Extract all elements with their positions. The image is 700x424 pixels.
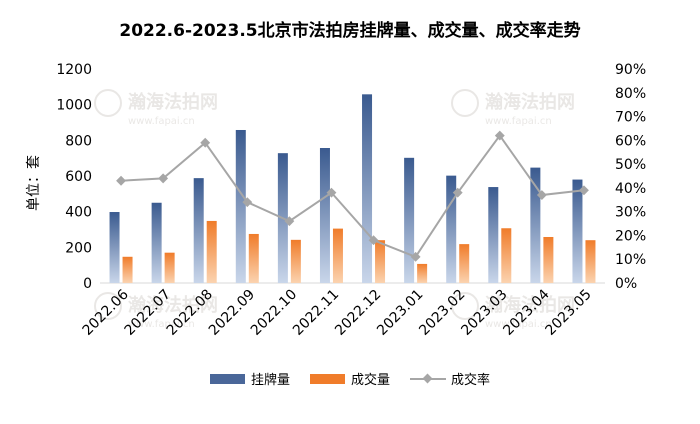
y2-tick-label: 10% — [615, 252, 646, 268]
watermark-top-left: 瀚海法拍网 www.fapai.cn — [94, 89, 218, 127]
watermark-brand: 瀚海法拍网 — [128, 294, 218, 316]
y-tick-label: 200 — [65, 240, 92, 256]
bar-listing — [488, 187, 499, 283]
y2-tick-label: 80% — [615, 86, 646, 102]
y2-tick-label: 30% — [615, 205, 646, 221]
bar-deals — [206, 220, 217, 283]
watermark-url: www.fapai.cn — [485, 116, 552, 127]
legend-swatch-listing — [210, 374, 245, 384]
y-tick-label: 1200 — [56, 62, 92, 78]
bar-listing — [235, 129, 246, 283]
chart-title: 2022.6-2023.5北京市法拍房挂牌量、成交量、成交率走势 — [119, 20, 580, 41]
bar-deals — [122, 256, 133, 283]
y2-tick-label: 20% — [615, 228, 646, 244]
legend-item-deals[interactable]: 成交量 — [310, 372, 390, 388]
rate-point — [410, 251, 421, 262]
watermark-top-right: 瀚海法拍网 www.fapai.cn — [451, 89, 575, 127]
watermark-seal-icon — [94, 292, 122, 320]
y-tick-label: 400 — [65, 205, 92, 221]
rate-point — [284, 216, 295, 227]
y2-tick-label: 0% — [615, 276, 637, 292]
bar-deals — [417, 263, 428, 283]
y2-tick-label: 60% — [615, 133, 646, 149]
bar-deals — [501, 228, 512, 283]
rate-point — [158, 173, 169, 184]
watermark-url: www.fapai.cn — [128, 116, 195, 127]
watermark-seal-icon — [451, 89, 479, 117]
legend-swatch-rate-marker — [422, 373, 433, 384]
bar-listing — [151, 202, 162, 283]
bar-deals — [332, 228, 343, 283]
bar-listing — [446, 175, 457, 283]
bar-listing — [362, 94, 373, 283]
bar-deals — [375, 240, 386, 283]
y2-tick-label: 90% — [615, 62, 646, 78]
y-tick-label: 600 — [65, 169, 92, 185]
bar-listing — [109, 212, 120, 283]
rate-point — [200, 137, 211, 148]
line-marks — [116, 130, 589, 262]
watermark-url: www.fapai.cn — [128, 319, 195, 330]
y-axis-right: 0% 10% 20% 30% 40% 50% 60% 70% 80% 90% — [615, 62, 646, 292]
watermark-brand: 瀚海法拍网 — [485, 294, 575, 316]
bar-listing — [572, 179, 583, 283]
rate-point — [326, 187, 337, 198]
legend-label-rate: 成交率 — [451, 372, 490, 388]
bar-deals — [248, 233, 259, 283]
watermark-brand: 瀚海法拍网 — [128, 91, 218, 113]
watermark-bottom-left: 瀚海法拍网 www.fapai.cn — [94, 292, 218, 330]
legend: 挂牌量 成交量 成交率 — [210, 372, 490, 388]
y2-tick-label: 70% — [615, 110, 646, 126]
legend-label-listing: 挂牌量 — [251, 372, 290, 388]
watermark-group: 瀚海法拍网 www.fapai.cn 瀚海法拍网 www.fapai.cn 瀚海… — [94, 89, 575, 330]
bar-deals — [459, 244, 470, 283]
bar-listing — [530, 167, 541, 283]
rate-point — [536, 190, 547, 200]
rate-point — [116, 175, 126, 186]
watermark-url: www.fapai.cn — [485, 319, 552, 330]
rate-point — [368, 235, 379, 246]
bar-listing — [193, 178, 204, 283]
rate-point — [494, 130, 505, 141]
watermark-bottom-right: 瀚海法拍网 www.fapai.cn — [451, 292, 575, 330]
y2-tick-label: 40% — [615, 181, 646, 197]
legend-item-listing[interactable]: 挂牌量 — [210, 372, 290, 388]
y-tick-label: 1000 — [56, 98, 92, 114]
bar-deals — [164, 252, 175, 283]
y2-tick-label: 50% — [615, 157, 646, 173]
bar-deals — [543, 236, 554, 283]
watermark-seal-icon — [451, 292, 479, 320]
watermark-brand: 瀚海法拍网 — [485, 91, 575, 113]
rate-point — [579, 185, 589, 196]
y-axis-left: 0 200 400 600 800 1000 1200 — [56, 62, 92, 292]
y-tick-label: 800 — [65, 133, 92, 149]
bar-deals — [290, 239, 301, 283]
bar-marks — [109, 94, 596, 283]
bar-deals — [585, 240, 596, 283]
watermark-seal-icon — [94, 89, 122, 117]
rate-line — [120, 133, 585, 259]
legend-item-rate[interactable]: 成交率 — [410, 372, 490, 388]
legend-swatch-deals — [310, 374, 345, 384]
rate-point — [452, 187, 463, 198]
bar-listing — [404, 157, 415, 283]
y-tick-label: 0 — [83, 276, 92, 292]
legend-label-deals: 成交量 — [351, 372, 390, 388]
y-axis-label: 单位：套 — [26, 155, 42, 211]
rate-point — [242, 197, 253, 208]
bar-listing — [319, 148, 330, 283]
